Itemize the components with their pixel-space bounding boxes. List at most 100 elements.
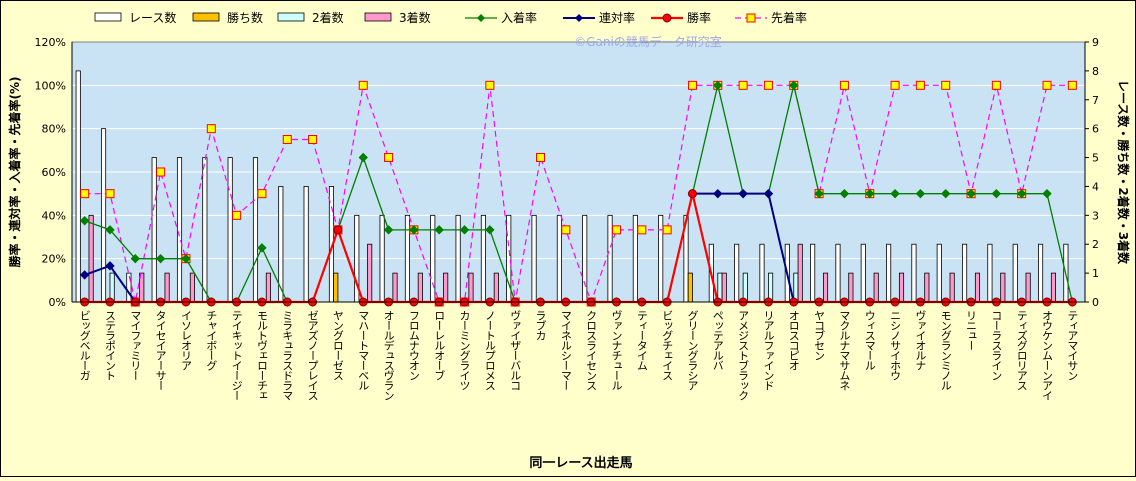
marker-連対率 (738, 188, 748, 199)
marker-連対率 (713, 188, 723, 199)
bar-1 (151, 157, 157, 303)
marker-先着率 (941, 80, 951, 90)
legend-swatch-2着数 (277, 12, 305, 22)
marker-入着率 (485, 225, 495, 235)
x-tick-label: リニュー (965, 310, 978, 350)
bar-4 (88, 214, 94, 303)
y2-tick-label: 7 (1092, 94, 1099, 107)
x-tick-label: ビッグチェイス (661, 310, 674, 381)
legend-label: 入着率 (501, 10, 537, 25)
marker-入着率 (991, 188, 1002, 199)
bar-4 (493, 272, 499, 303)
marker-入着率 (409, 225, 419, 235)
x-tick-label: カーミングライツ (458, 310, 471, 390)
bar-4 (1050, 272, 1057, 303)
marker-入着率 (79, 216, 90, 226)
marker-先着率 (890, 80, 900, 90)
y-tick-label: 60% (42, 166, 66, 179)
marker-先着率 (763, 80, 773, 90)
x-tick-label: ヤコブセン (813, 310, 826, 360)
x-tick-label: イソレオリア (179, 310, 192, 371)
marker-先着率 (991, 80, 1001, 90)
bar-1 (75, 70, 81, 303)
y-tick-label: 80% (42, 123, 66, 136)
bar-1 (759, 243, 765, 303)
x-tick-label: ティズグロリアス (1015, 310, 1028, 391)
x-tick-label: ゼアズノープレイス (306, 310, 319, 401)
y2-tick-label: 5 (1092, 152, 1099, 165)
x-tick-label: ヤングローゼス (331, 310, 344, 381)
bar-1 (886, 243, 892, 303)
bar-1 (227, 157, 233, 303)
x-tick-label: ローレルオーブ (433, 310, 446, 381)
marker-入着率 (915, 188, 926, 199)
marker-入着率 (105, 225, 115, 235)
marker-先着率 (105, 189, 115, 199)
x-tick-label: マイファミリー (129, 310, 142, 380)
x-tick-label: オロスコピオ (787, 310, 800, 370)
bar-4 (949, 272, 955, 303)
bar-2 (687, 272, 693, 303)
bar-4 (417, 272, 423, 303)
marker-入着率 (890, 188, 900, 199)
y2-tick-label: 3 (1092, 209, 1099, 222)
bar-4 (924, 272, 930, 303)
x-tick-label: ヴァイザーバルコ (509, 310, 522, 390)
bar-1 (1038, 243, 1044, 303)
legend-marker-先着率 (746, 13, 756, 23)
bar-4 (974, 272, 981, 303)
bar-1 (252, 157, 259, 303)
bar-1 (531, 214, 537, 303)
marker-先着率 (1067, 80, 1077, 90)
bar-1 (582, 214, 588, 303)
marker-先着率 (156, 167, 166, 177)
y-tick-label: 100% (35, 79, 66, 92)
x-tick-label: モルトヴェローチェ (255, 310, 268, 400)
marker-連対率 (105, 261, 115, 271)
bar-1 (860, 243, 866, 303)
x-tick-label: アメジストブラック (737, 310, 750, 401)
legend-swatch-レース数 (94, 12, 122, 22)
x-tick-label: ティータイム (635, 310, 648, 371)
bar-1 (455, 214, 461, 303)
bar-1 (658, 214, 664, 303)
bar-1 (987, 243, 993, 303)
bar-1 (835, 243, 841, 303)
y2-tick-label: 6 (1092, 123, 1099, 136)
marker-入着率 (839, 188, 850, 199)
marker-入着率 (814, 188, 824, 199)
x-tick-label: オールデュスヴラン (382, 310, 395, 400)
x-tick-label: コーラスライン (990, 310, 1003, 380)
bar-1 (430, 214, 436, 303)
bar-1 (556, 214, 562, 303)
y-tick-label: 0% (49, 296, 66, 309)
y2-tick-label: 2 (1092, 238, 1099, 251)
y2-tick-label: 9 (1092, 36, 1099, 49)
x-tick-label: フロムナウオン (407, 310, 420, 380)
marker-入着率 (459, 225, 470, 235)
x-tick-label: ノートルプロメス (483, 310, 496, 391)
bar-1 (176, 157, 183, 303)
x-tick-label: ペッテアルバ (711, 310, 724, 370)
legend-label: 先着率 (771, 10, 807, 25)
bar-1 (480, 214, 486, 303)
x-tick-label: ビッグベルーガ (78, 310, 91, 381)
bar-2 (333, 272, 339, 303)
x-tick-label: オウケンムーンアイ (1041, 310, 1054, 400)
legend-label: 3着数 (399, 10, 431, 25)
x-tick-label: マクルナマサムネ (838, 310, 851, 391)
marker-入着率 (966, 188, 976, 199)
marker-先着率 (80, 189, 90, 199)
marker-入着率 (434, 225, 444, 235)
y2-axis-title: レース数・勝ち数・2着数・3着数 (1116, 80, 1131, 265)
marker-入着率 (941, 188, 951, 199)
marker-先着率 (232, 210, 242, 220)
marker-先着率 (561, 225, 571, 235)
bar-1 (632, 214, 638, 303)
legend-label: 連対率 (599, 10, 635, 25)
bar-1 (379, 214, 385, 303)
marker-先着率 (308, 135, 318, 144)
marker-入着率 (130, 253, 141, 264)
marker-先着率 (1042, 80, 1052, 90)
